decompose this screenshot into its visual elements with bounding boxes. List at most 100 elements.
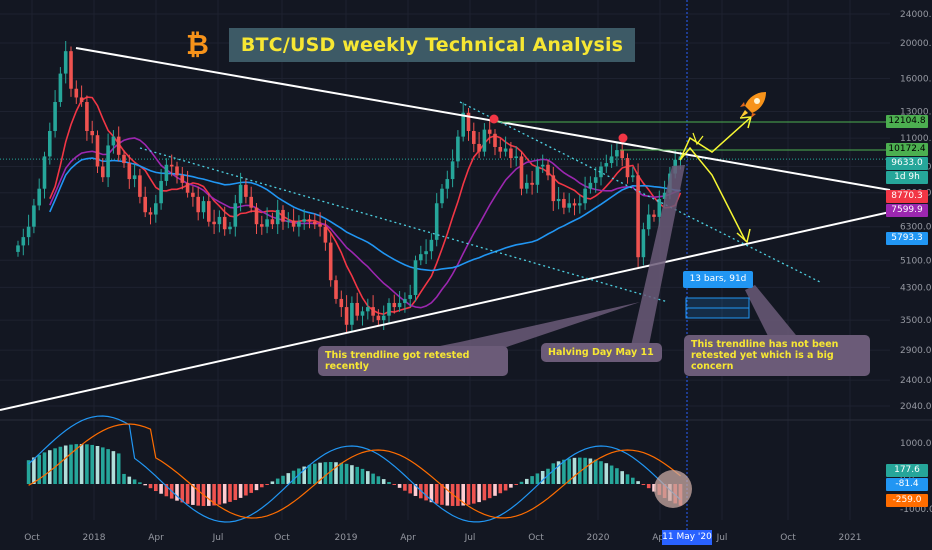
price-tag-5: 7599.9: [886, 204, 928, 217]
candle-body-92: [503, 148, 508, 152]
trendlines[interactable]: [0, 47, 891, 411]
candle-body-16: [101, 166, 105, 178]
macd-hist-97: [530, 476, 534, 484]
macd-hist-94: [514, 484, 518, 485]
macd-hist-100: [546, 468, 550, 484]
candle-body-120: [652, 214, 656, 217]
candle-body-55: [307, 219, 312, 222]
rocket-icon: [740, 92, 766, 118]
candle-body-64: [355, 302, 359, 316]
macd-hist-36: [207, 484, 211, 506]
macd-tag-1: -81.4: [886, 478, 928, 491]
macd-hist-6: [48, 450, 52, 484]
macd-hist-8: [58, 446, 63, 484]
candle-body-110: [599, 166, 603, 178]
macd-hist-102: [556, 461, 561, 484]
candle-body-28: [164, 164, 169, 181]
candle-body-60: [334, 280, 338, 299]
candle-body-14: [90, 130, 94, 136]
macd-hist-43: [244, 484, 248, 496]
x-tick-5: 2019: [335, 533, 358, 543]
macd-hist-115: [625, 474, 630, 484]
candle-body-118: [641, 229, 646, 258]
candle-body-4: [37, 188, 41, 206]
macd-hist-50: [281, 475, 285, 484]
candle-body-36: [207, 201, 211, 222]
macd-hist-89: [487, 484, 492, 499]
macd-hist-81: [445, 484, 450, 506]
y-tick-7: 6300.0: [900, 223, 932, 233]
candle-body-73: [403, 298, 407, 303]
macd-hist-37: [212, 484, 216, 506]
price-axis[interactable]: 24000.020000.016000.013000.011000.09200.…: [900, 10, 932, 515]
macd-hist-106: [578, 457, 582, 484]
macd-hist-59: [328, 462, 333, 484]
macd-hist-9: [63, 445, 68, 484]
candle-body-45: [254, 207, 259, 225]
macd-hist-20: [122, 473, 126, 484]
candle-body-103: [562, 198, 566, 208]
macd-hist-22: [132, 479, 137, 484]
candle-body-37: [212, 221, 216, 225]
candle-body-102: [556, 198, 561, 202]
grid-lines: [0, 0, 932, 530]
candle-body-43: [244, 184, 248, 197]
candle-body-75: [413, 260, 418, 296]
macd-hist-4: [37, 454, 41, 484]
macd-hist-39: [222, 484, 227, 504]
candlesticks[interactable]: [16, 40, 683, 333]
candle-body-101: [551, 175, 556, 202]
candle-body-113: [615, 150, 619, 157]
candle-body-56: [313, 221, 317, 225]
x-tick-6: Apr: [400, 533, 416, 543]
macd-hist-111: [604, 463, 609, 484]
macd-hist-49: [275, 478, 280, 484]
macd-hist-55: [307, 464, 312, 484]
macd-hist-90: [493, 484, 497, 496]
candle-body-30: [175, 166, 179, 176]
macd-hist-68: [376, 476, 381, 484]
macd-hist-14: [90, 444, 94, 484]
candle-body-19: [116, 136, 121, 155]
candle-body-78: [429, 239, 434, 252]
macd-hist-58: [323, 462, 328, 484]
projection-up: [679, 117, 751, 161]
macd-hist-60: [334, 462, 338, 484]
macd-hist-118: [641, 484, 646, 485]
ma-line-ma-20: [49, 96, 682, 316]
projection-small: [692, 132, 704, 146]
candle-body-71: [392, 302, 397, 308]
resistance-dot-1: [489, 114, 499, 124]
macd-hist-96: [525, 478, 529, 484]
candle-body-62: [344, 307, 349, 325]
pointer-not-retested: [745, 285, 800, 340]
macd-hist-80: [440, 484, 444, 505]
macd-tag-0: 177.6: [886, 464, 928, 477]
projection-up-head: [739, 116, 753, 129]
macd-hist-79: [434, 484, 439, 504]
callout-retested: This trendline got retested recently: [318, 346, 508, 376]
macd-hist-18: [111, 451, 116, 484]
macd-hist-63: [350, 465, 354, 484]
macd-hist-32: [185, 484, 190, 504]
candle-body-41: [233, 203, 238, 227]
y-tick-12: 2400.0: [900, 376, 932, 386]
macd-hist-113: [615, 468, 619, 484]
candle-body-65: [360, 311, 365, 316]
candle-body-42: [238, 184, 243, 204]
candle-body-54: [302, 219, 306, 222]
candle-body-9: [63, 51, 68, 74]
candle-body-63: [350, 302, 354, 325]
trendline-lower: [0, 211, 891, 411]
macd-hist-13: [85, 444, 89, 484]
candle-body-15: [95, 135, 100, 167]
price-tag-6: 5793.3: [886, 232, 928, 245]
y-tick-3: 13000.0: [900, 108, 932, 118]
candle-body-94: [514, 156, 518, 159]
macd-hist-98: [535, 473, 540, 484]
candle-body-20: [122, 154, 126, 164]
time-axis[interactable]: Oct 2018 Apr Jul Oct 2019 Apr Jul Oct 2020 Apr Jul O…: [24, 533, 861, 543]
candle-body-72: [397, 302, 402, 308]
candle-body-22: [132, 175, 137, 180]
